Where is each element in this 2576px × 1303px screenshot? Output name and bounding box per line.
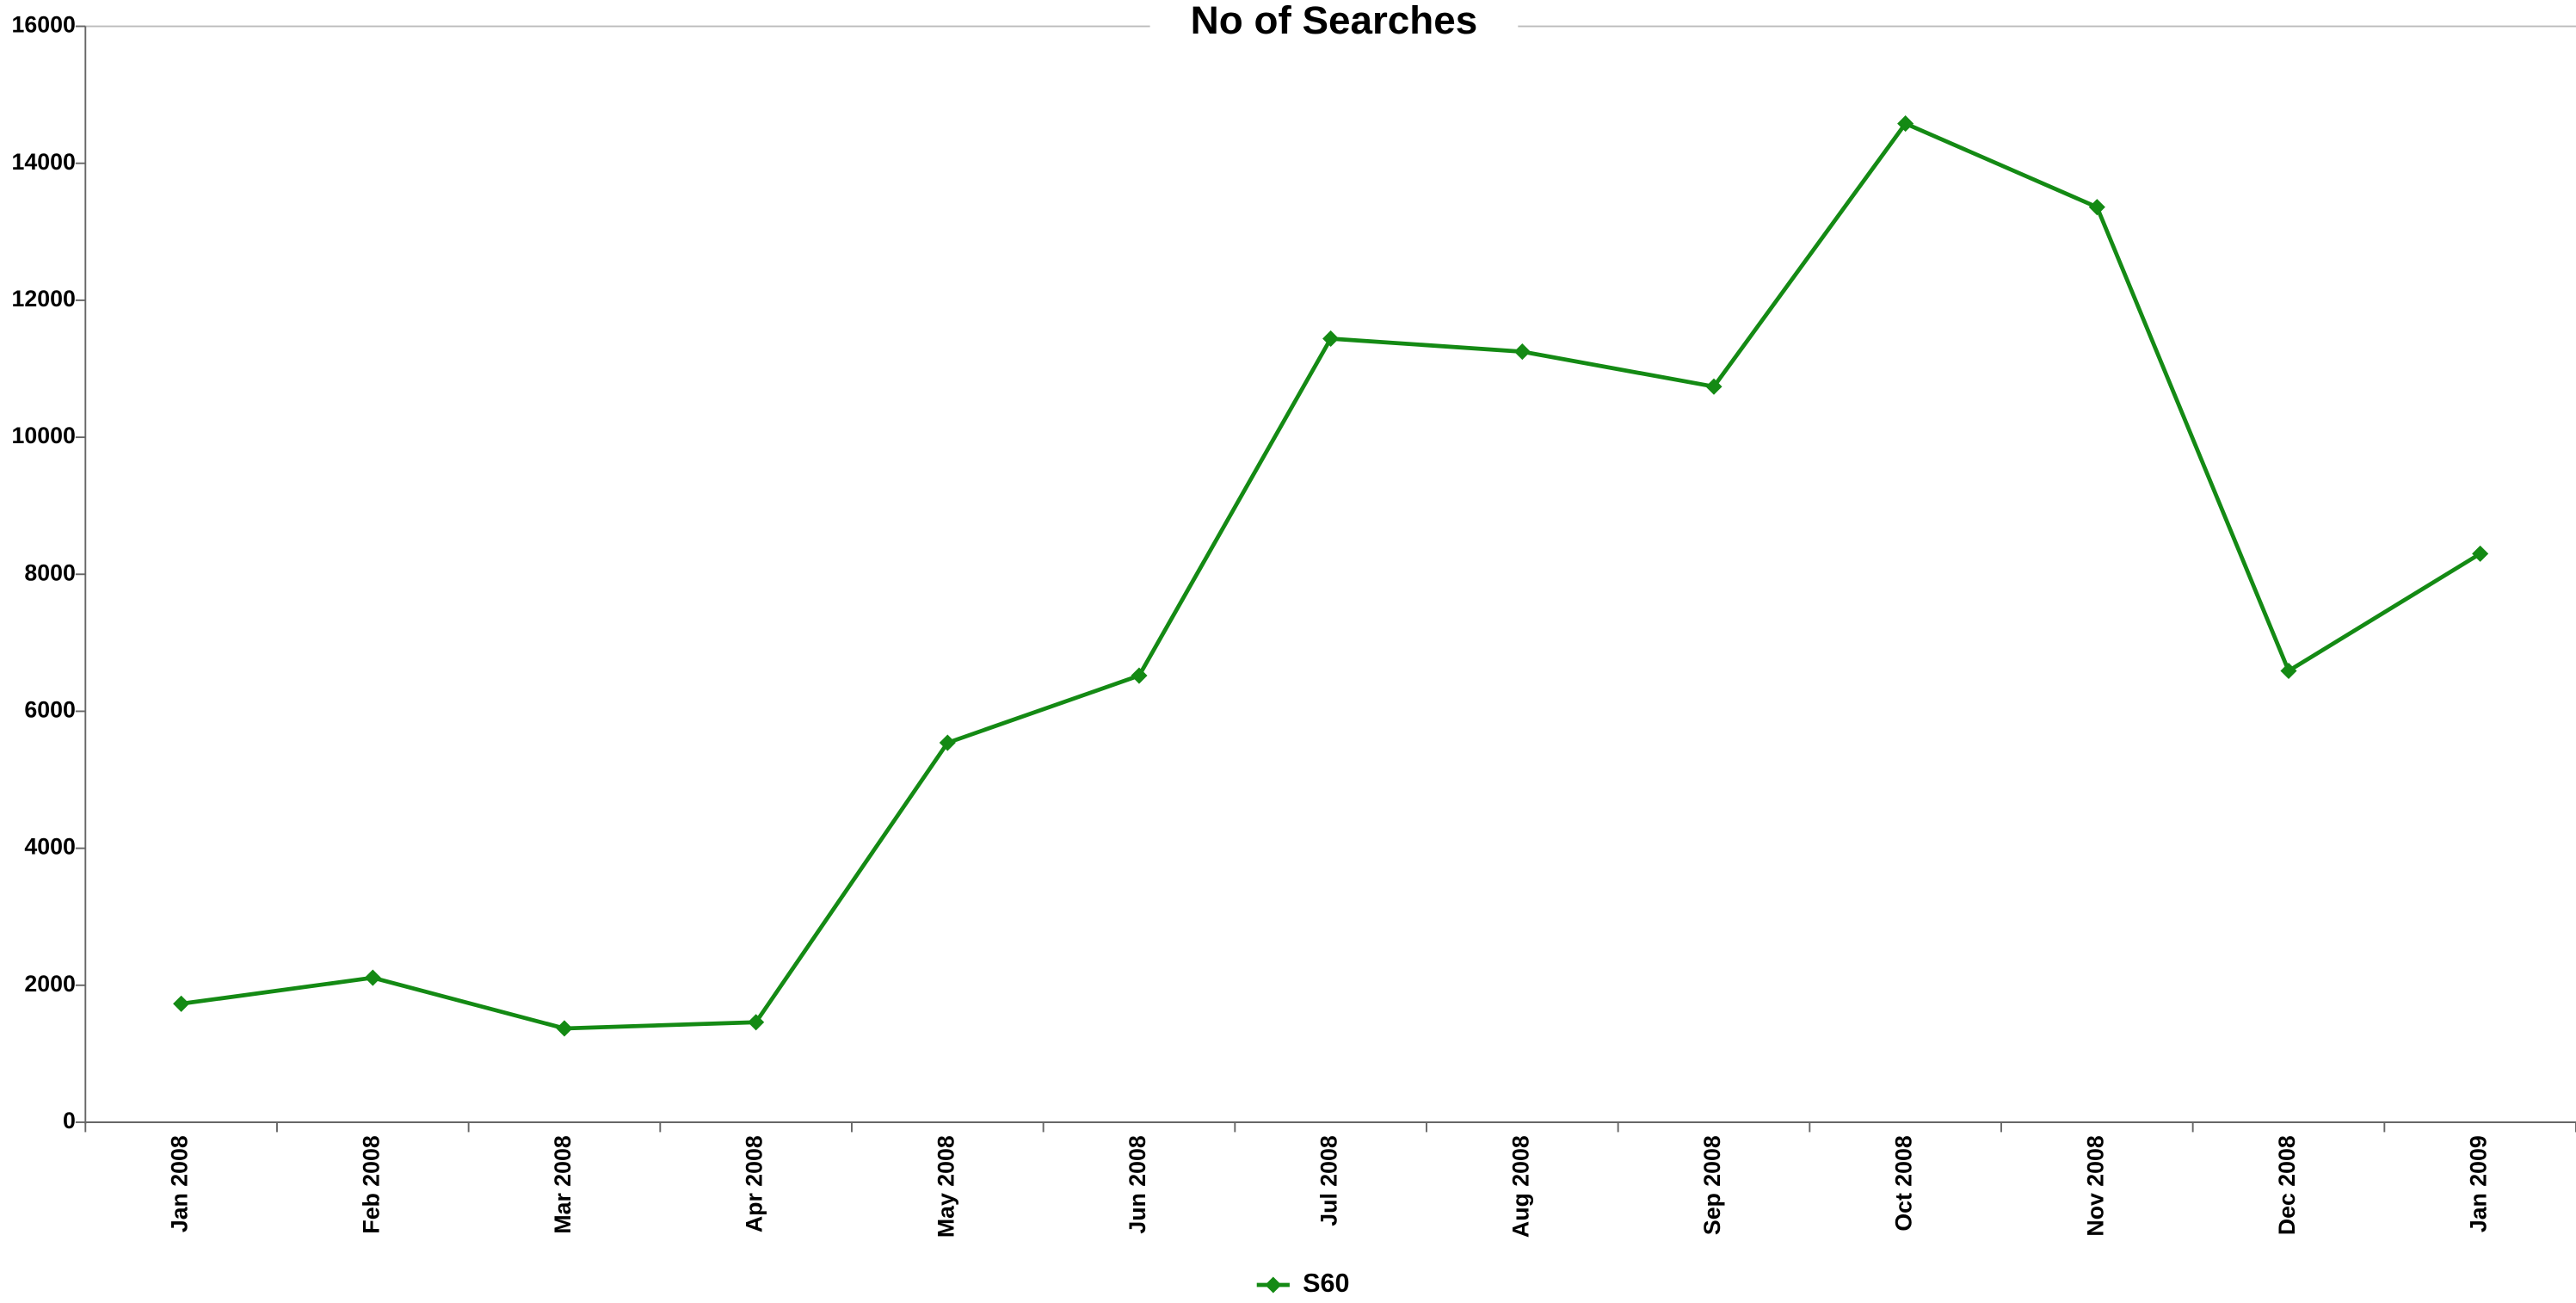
- y-tick-label: 10000: [12, 423, 76, 448]
- chart-title: No of Searches: [1191, 0, 1478, 42]
- data-point: [748, 1014, 765, 1031]
- data-point: [556, 1020, 573, 1037]
- x-tick-label: Apr 2008: [742, 1135, 767, 1232]
- data-point: [173, 995, 190, 1012]
- data-point: [1131, 667, 1148, 684]
- x-tick-label: Jan 2009: [2466, 1135, 2492, 1232]
- data-point: [364, 969, 381, 986]
- y-tick-label: 16000: [12, 12, 76, 38]
- x-tick-label: Jun 2008: [1125, 1135, 1150, 1233]
- x-tick-label: Dec 2008: [2274, 1135, 2300, 1235]
- y-tick-label: 2000: [24, 971, 75, 997]
- x-tick-label: Jul 2008: [1316, 1135, 1342, 1226]
- title-background: [1149, 0, 1519, 46]
- x-tick-label: Oct 2008: [1891, 1135, 1917, 1232]
- y-tick-label: 14000: [12, 149, 76, 175]
- x-tick-label: Aug 2008: [1507, 1135, 1533, 1238]
- x-tick-label: Feb 2008: [358, 1135, 384, 1233]
- legend-marker: [1265, 1276, 1282, 1294]
- data-point: [1897, 115, 1914, 133]
- x-tick-label: Sep 2008: [1699, 1135, 1725, 1235]
- x-tick-label: Jan 2008: [167, 1135, 193, 1232]
- x-tick-label: Mar 2008: [550, 1135, 576, 1234]
- data-point: [2280, 662, 2297, 680]
- y-tick-label: 6000: [24, 697, 75, 723]
- y-tick-label: 4000: [24, 834, 75, 860]
- series-line: [181, 120, 2481, 1031]
- x-tick-label: May 2008: [933, 1135, 958, 1238]
- data-point: [2472, 545, 2489, 562]
- data-point: [1513, 343, 1531, 361]
- y-tick-label: 0: [63, 1108, 76, 1133]
- x-tick-label: Nov 2008: [2082, 1135, 2108, 1236]
- legend-label: S60: [1303, 1269, 1349, 1298]
- data-point: [2088, 199, 2105, 216]
- y-tick-label: 8000: [24, 559, 75, 585]
- y-tick-label: 12000: [12, 286, 76, 312]
- data-point: [1322, 330, 1340, 348]
